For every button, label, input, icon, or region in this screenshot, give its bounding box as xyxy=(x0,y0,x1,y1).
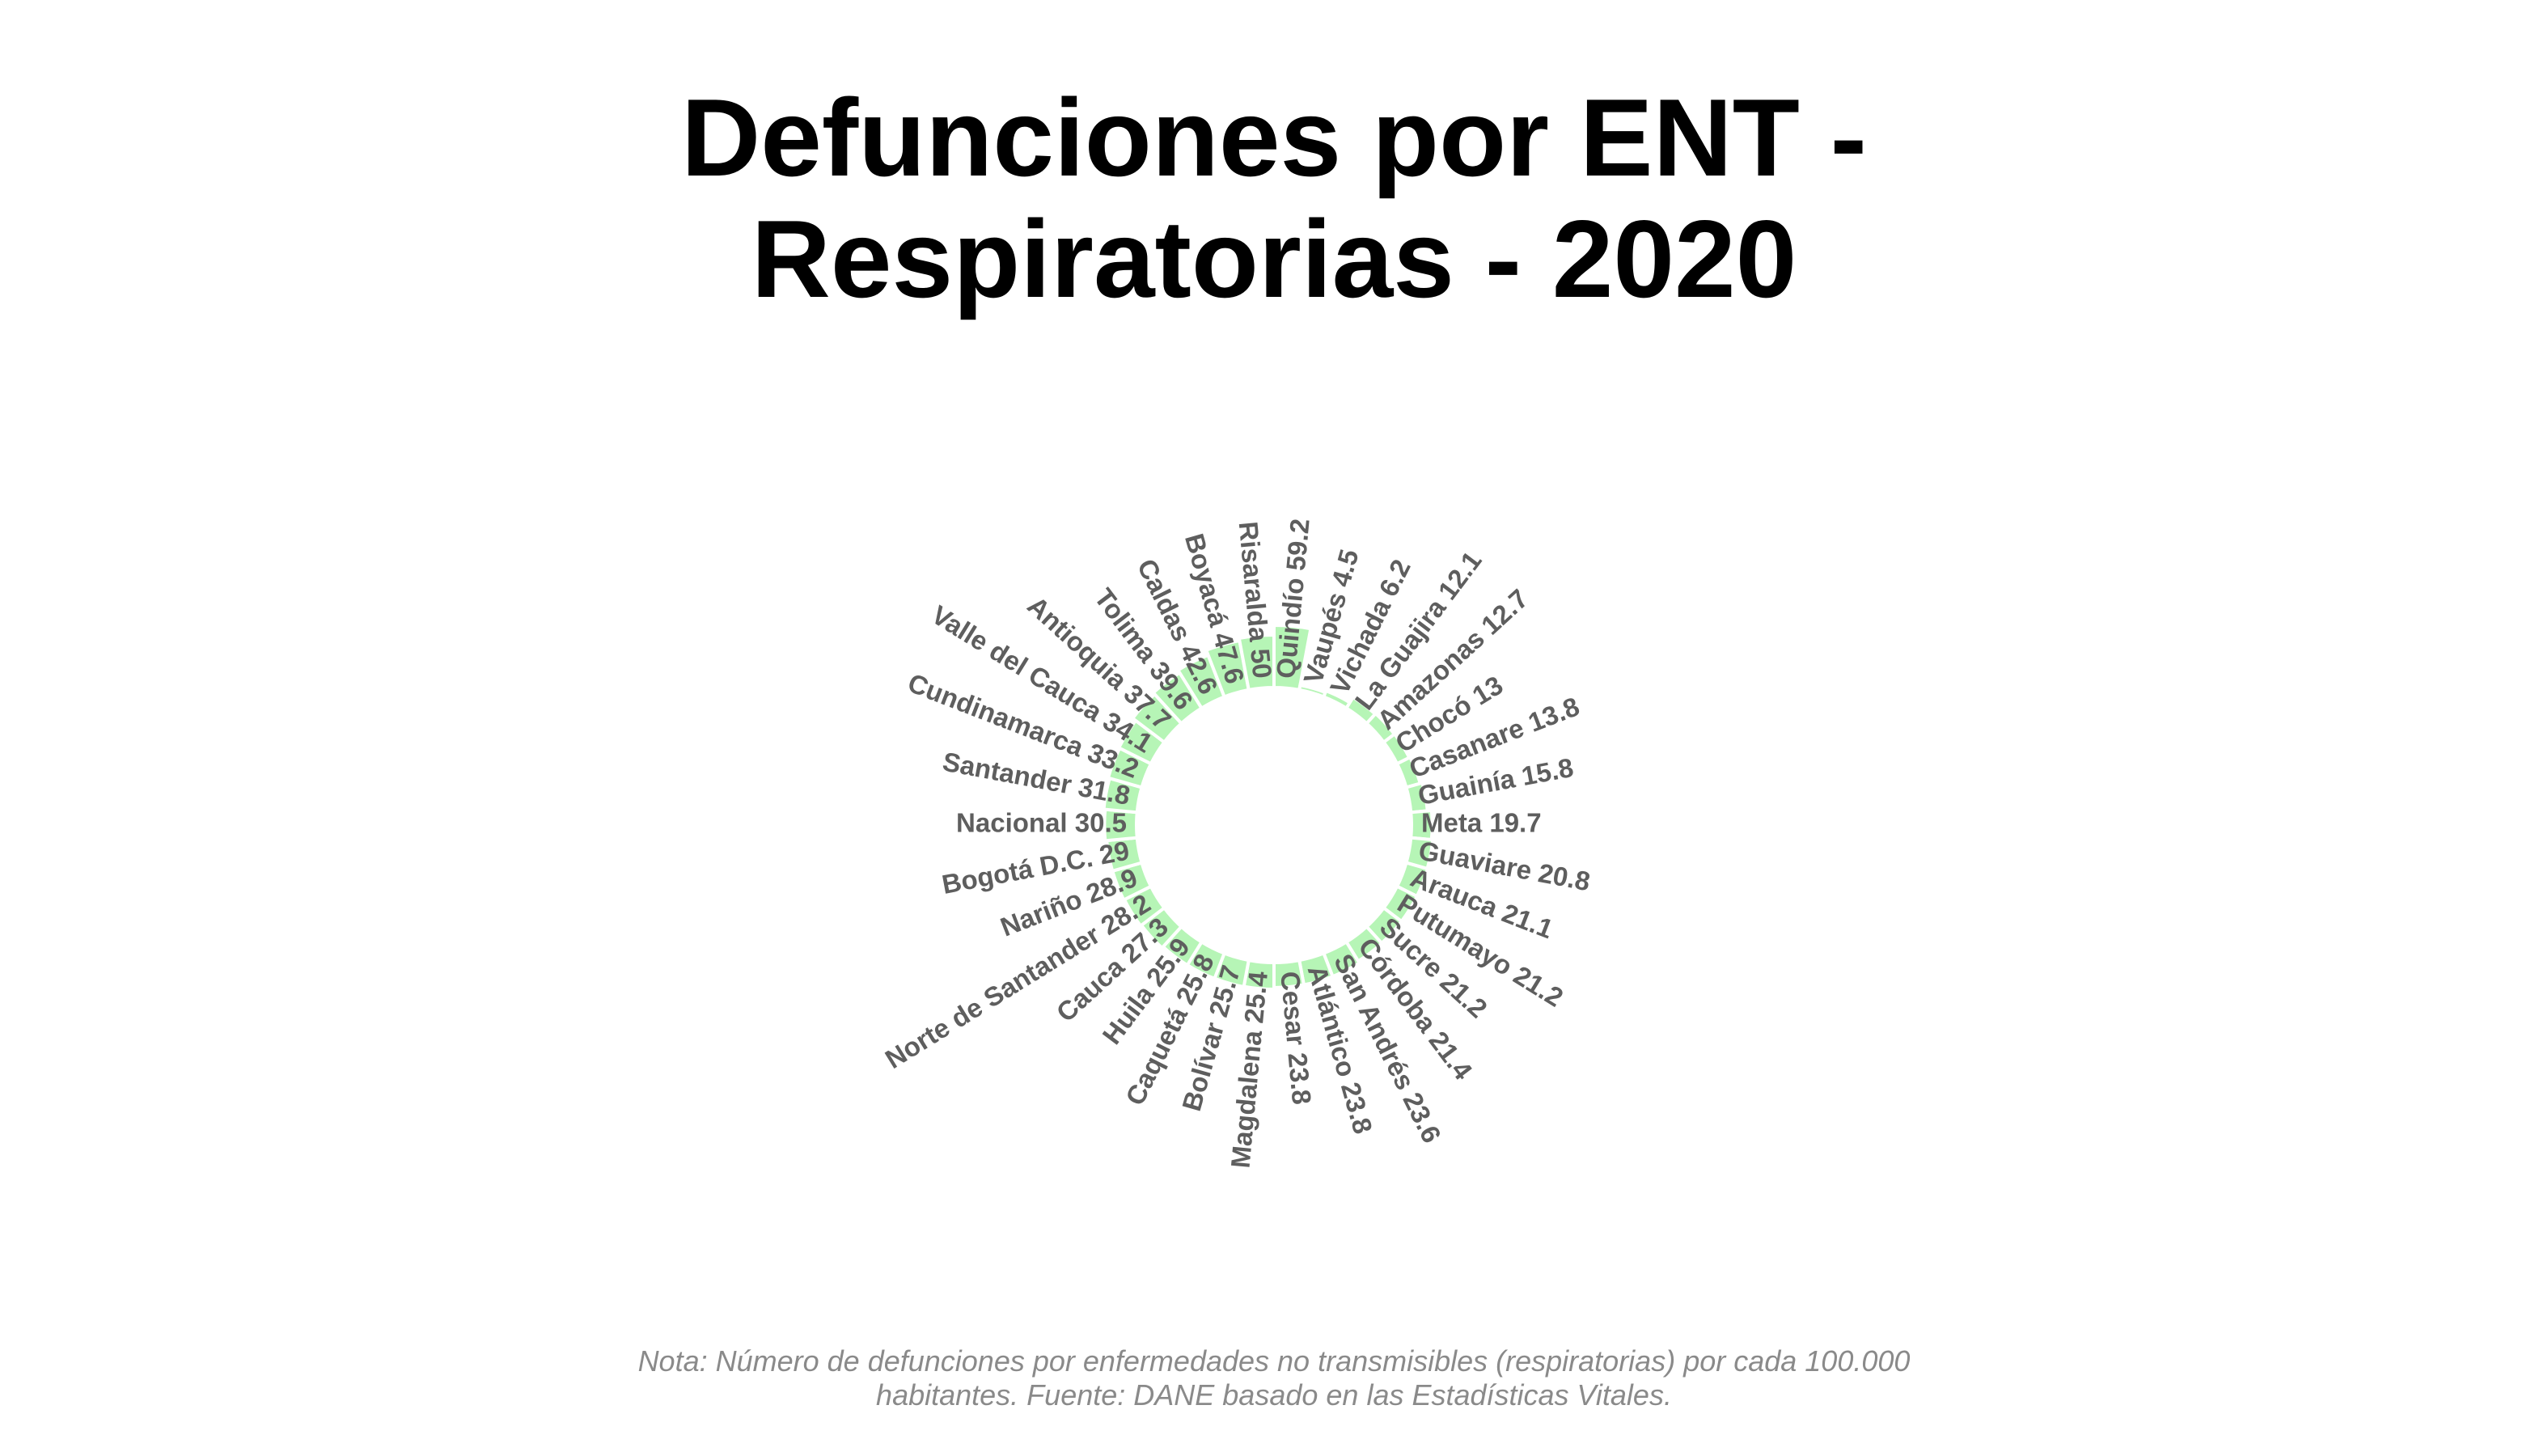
bar-0 xyxy=(1272,624,1313,692)
chart-title-line-2: Respiratorias - 2020 xyxy=(751,197,1797,320)
bar-label-8: Meta 19.7 xyxy=(1421,808,1542,838)
chart-note-line-1: Nota: Número de defunciones por enfermed… xyxy=(637,1344,1911,1378)
chart-note-line-2: habitantes. Fuente: DANE basado en las E… xyxy=(876,1378,1672,1412)
bar-1 xyxy=(1297,683,1328,700)
bar-label-25: Nacional 30.5 xyxy=(956,808,1127,838)
chart-note: Nota: Número de defunciones por enfermed… xyxy=(0,1344,2548,1412)
bars-layer xyxy=(1102,624,1435,992)
chart-title-line-1: Defunciones por ENT - xyxy=(681,76,1867,199)
bar-33 xyxy=(1237,633,1276,692)
chart-title: Defunciones por ENT - Respiratorias - 20… xyxy=(0,77,2548,320)
